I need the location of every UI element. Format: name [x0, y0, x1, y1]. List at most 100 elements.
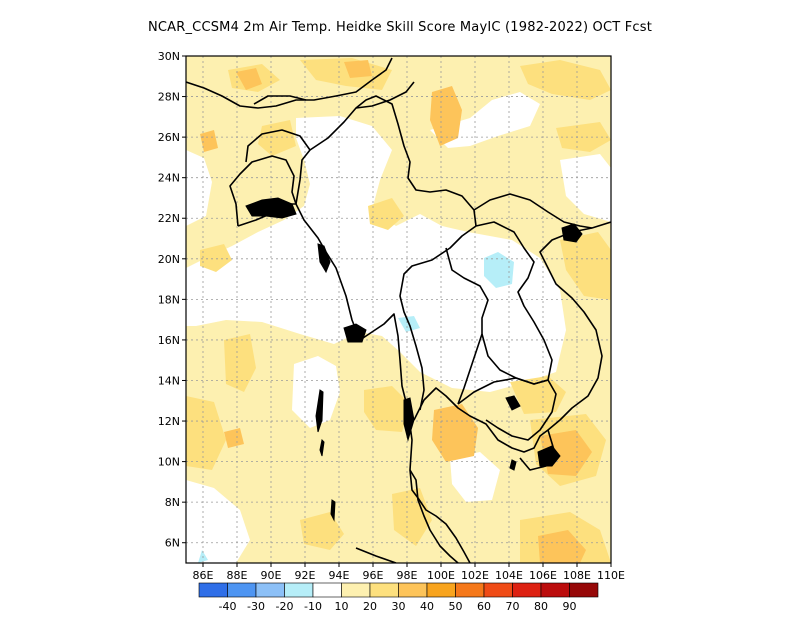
lat-label: 28N: [158, 91, 180, 104]
shade-white-region: [292, 356, 340, 428]
lat-label: 22N: [158, 212, 180, 225]
border-cambodia: [457, 377, 557, 441]
lat-label: 30N: [158, 50, 180, 63]
shade-yellow-patch: [520, 60, 611, 100]
graticule: [186, 56, 611, 563]
plot-frame: [185, 55, 612, 564]
border-vietnam-china: [473, 193, 593, 229]
lat-label: 20N: [158, 253, 180, 266]
colorbar-swatch: [227, 582, 257, 598]
coastline-gulf-of-thailand: [413, 221, 611, 453]
shade-yellow-patch: [200, 244, 232, 272]
border-laos: [475, 221, 553, 385]
lon-label: 100E: [427, 569, 455, 582]
coastline-sumatra: [355, 547, 397, 563]
colorbar-label: -30: [247, 600, 265, 613]
shade-orange-patch: [224, 428, 244, 448]
border-bhutan: [253, 95, 307, 105]
shade-yellow-patch: [560, 232, 611, 300]
border-bangladesh: [229, 155, 297, 227]
shade-white-region: [186, 150, 212, 226]
shade-yellow-patch: [258, 120, 296, 156]
lon-label: 96E: [363, 569, 384, 582]
shade-yellow-patch: [300, 512, 344, 550]
longitude-labels: 86E 88E 90E 92E 94E 96E 98E 100E 102E 104E 106E 108…: [193, 563, 625, 582]
colorbar-swatch: [255, 582, 285, 598]
islands: [245, 197, 583, 522]
border-nepal-bhutan: [186, 57, 393, 109]
lon-label: 86E: [193, 569, 214, 582]
lon-label: 88E: [227, 569, 248, 582]
lon-label: 104E: [495, 569, 523, 582]
colorbar-swatch: [569, 582, 599, 598]
border-northeast-india: [245, 129, 311, 163]
border-china-myanmar-north: [355, 81, 415, 109]
island-mergui-archipelago: [403, 397, 415, 442]
border-myanmar-north: [295, 95, 477, 227]
shade-white-region: [186, 116, 566, 392]
chart-title: NCAR_CCSM4 2m Air Temp. Heidke Skill Sco…: [147, 20, 653, 35]
colorbar-swatch: [398, 582, 428, 598]
colorbar-label: 90: [563, 600, 577, 613]
island-phu-quoc: [509, 459, 517, 471]
lat-label: 16N: [158, 334, 180, 347]
colorbar-label: 80: [534, 600, 548, 613]
colorbar: [198, 582, 599, 598]
island-mekong-delta: [537, 445, 561, 467]
skill-shading: [186, 56, 611, 563]
colorbar-swatch: [455, 582, 485, 598]
shade-orange-patch: [236, 68, 262, 90]
shade-yellow-patch: [186, 396, 226, 470]
island-hainan-coast: [561, 223, 583, 243]
lon-label: 92E: [295, 569, 316, 582]
lat-label: 24N: [158, 172, 180, 185]
shade-orange-patch: [432, 404, 478, 462]
lon-label: 90E: [261, 569, 282, 582]
island-tonle-sap: [505, 395, 521, 411]
island-andaman-north: [315, 389, 324, 433]
colorbar-swatch: [198, 582, 228, 598]
lon-label: 110E: [597, 569, 625, 582]
colorbar-label: 60: [477, 600, 491, 613]
colorbar-labels: -40 -30 -20 -10 10 20 30 40 50 60 70 80 90: [219, 600, 577, 613]
colorbar-label: 20: [363, 600, 377, 613]
shade-orange-patch: [538, 530, 586, 563]
shade-white-region: [560, 154, 611, 222]
colorbar-swatch: [284, 582, 314, 598]
colorbar-swatch: [369, 582, 399, 598]
shade-orange-patch: [200, 130, 218, 152]
latitude-labels: 30N 28N 26N 24N 22N 20N 18N 16N 14N 12N 10N 8N 6N: [158, 50, 186, 550]
lat-label: 12N: [158, 415, 180, 428]
colorbar-label: -10: [304, 600, 322, 613]
colorbar-swatch: [312, 582, 342, 598]
coastline-malay-peninsula: [409, 469, 459, 563]
shade-orange-patch: [430, 86, 462, 146]
lat-label: 6N: [165, 537, 180, 550]
colorbar-swatch: [426, 582, 456, 598]
colorbar-swatch: [540, 582, 570, 598]
colorbar-label: 10: [335, 600, 349, 613]
shade-orange-patch: [344, 60, 372, 78]
lon-label: 98E: [397, 569, 418, 582]
coastlines-borders: [186, 57, 611, 563]
colorbar-swatch: [483, 582, 513, 598]
shade-lightblue-patch: [484, 252, 514, 288]
island-sundarbans-delta: [245, 197, 297, 219]
colorbar-label: -20: [276, 600, 294, 613]
colorbar-label: 50: [449, 600, 463, 613]
shade-yellow-patch: [224, 334, 256, 392]
island-irrawaddy-delta: [343, 323, 367, 343]
island-andaman-south: [319, 438, 325, 457]
lat-label: 10N: [158, 456, 180, 469]
colorbar-label: 40: [420, 600, 434, 613]
colorbar-swatch: [512, 582, 542, 598]
island-nicobar: [330, 499, 336, 522]
lon-label: 106E: [529, 569, 557, 582]
colorbar-label: 70: [506, 600, 520, 613]
colorbar-swatch: [341, 582, 371, 598]
shade-yellow-patch: [364, 386, 410, 432]
border-myanmar-thailand: [399, 225, 477, 411]
shade-yellow-patch: [556, 122, 611, 152]
border-thailand-laos: [445, 247, 489, 405]
